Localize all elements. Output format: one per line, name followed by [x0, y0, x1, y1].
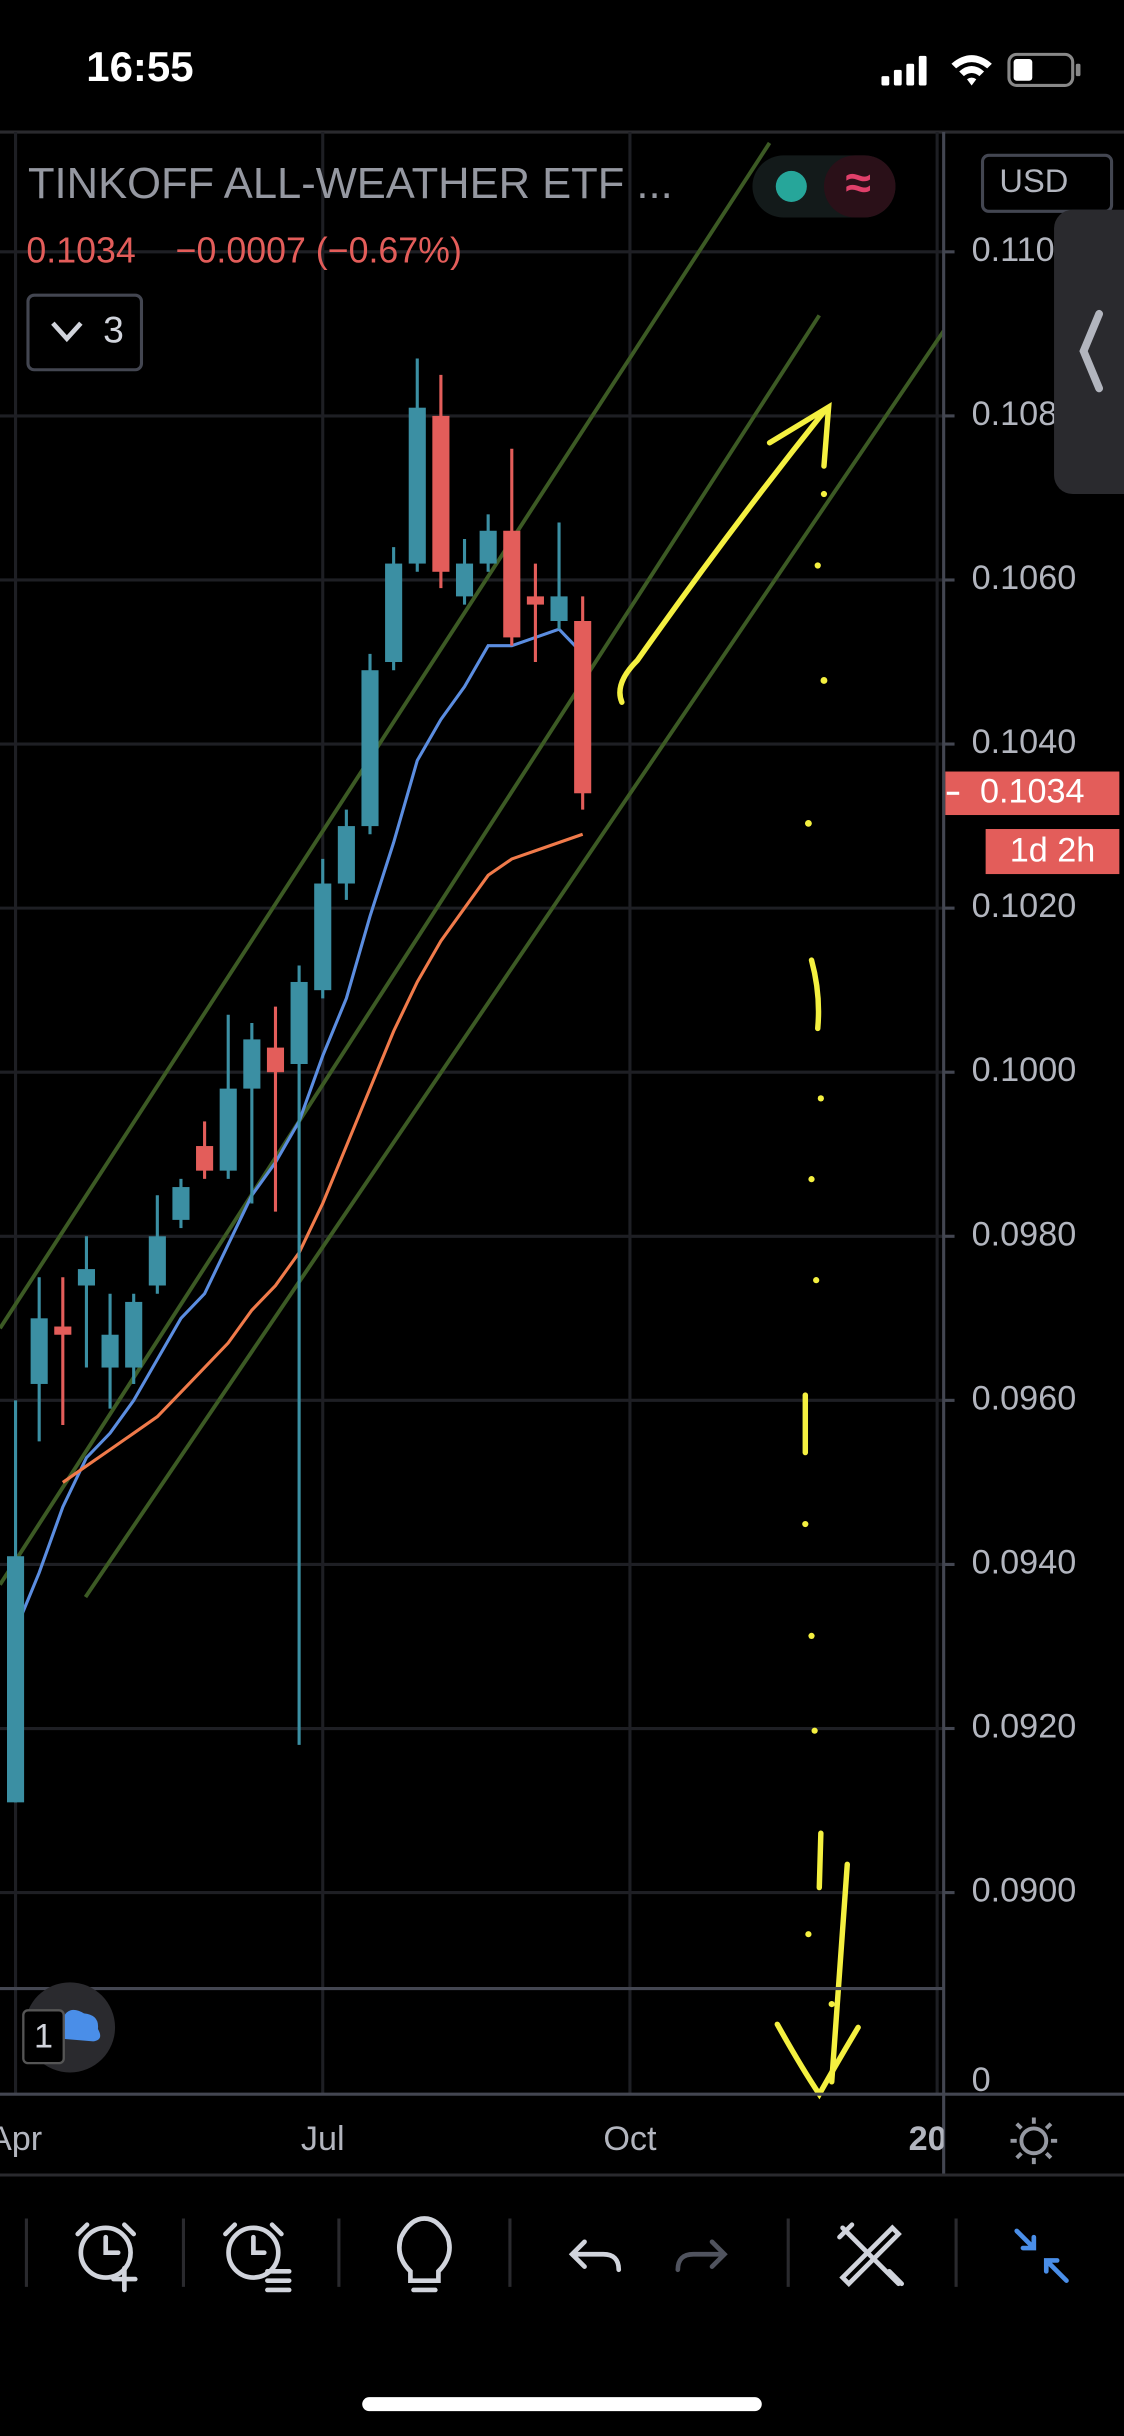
y-tick-label: 0.0940: [972, 1543, 1077, 1581]
candle-body: [408, 407, 426, 564]
price-tag-label: 0.1034: [980, 772, 1085, 810]
lower-y-tick-label: 0: [972, 2061, 991, 2099]
y-tick-label: 0.1060: [972, 559, 1077, 597]
alerts-list-button[interactable]: [223, 2222, 292, 2293]
candle-body: [6, 1556, 25, 1803]
countdown-box: [985, 829, 1120, 875]
y-tick-label: 0.1020: [972, 887, 1077, 925]
price-tag-box: [945, 771, 1120, 816]
ideas-button[interactable]: [397, 2216, 452, 2293]
parallel-channel: [0, 141, 944, 1599]
candle-body: [101, 1334, 119, 1368]
y-tick-label: 0.0960: [972, 1379, 1077, 1417]
candle-body: [455, 563, 474, 597]
pane-badge[interactable]: 1: [22, 1982, 116, 2073]
candle-body: [337, 826, 355, 884]
x-tick-label: 202: [909, 2120, 966, 2158]
y-tick-label: 0.0980: [972, 1215, 1077, 1253]
indicators-toggle[interactable]: 3: [26, 293, 144, 372]
x-tick-label: Apr: [0, 2120, 42, 2158]
candle-body: [125, 1301, 143, 1368]
price-change: −0.0007 (−0.67%): [176, 231, 462, 271]
candle-body: [290, 981, 308, 1065]
y-tick-label: 0.1040: [972, 723, 1077, 761]
drawing-tools-button[interactable]: [837, 2222, 905, 2288]
indicators-count: 3: [103, 308, 124, 350]
x-tick-label: Oct: [603, 2120, 657, 2158]
candle-body: [432, 415, 450, 572]
undo-button[interactable]: [568, 2239, 622, 2273]
pane-badge-label: 1: [34, 2017, 53, 2055]
candle-body: [503, 530, 521, 638]
candle-body: [243, 1039, 261, 1089]
x-axis: Apr Jul Oct 202: [0, 2120, 966, 2158]
candle-body: [361, 670, 379, 827]
currency: USD: [999, 162, 1068, 199]
last-price: 0.1034: [26, 231, 135, 271]
plot-area: [6, 358, 592, 1803]
add-alert-button[interactable]: [75, 2222, 138, 2293]
collapse-button[interactable]: [1014, 2228, 1069, 2283]
candle-body: [148, 1236, 166, 1286]
candle-body: [266, 1047, 285, 1073]
currency-button[interactable]: USD: [980, 153, 1114, 213]
candle-body: [385, 563, 403, 663]
candle-body: [574, 620, 592, 794]
hand-drawing: [617, 401, 861, 2100]
status-icons: [881, 52, 1081, 87]
toolbar-separators: [24, 2218, 958, 2287]
candle-body: [54, 1326, 72, 1335]
candle-body: [196, 1146, 214, 1171]
svg-text:≈: ≈: [845, 157, 871, 209]
x-tick-label: Jul: [301, 2120, 345, 2158]
countdown-label: 1d 2h: [1010, 831, 1096, 869]
candle-body: [30, 1318, 48, 1384]
candle-body: [172, 1187, 190, 1220]
y-tick-label: 0.0920: [972, 1708, 1077, 1746]
candle-body: [219, 1088, 237, 1171]
y-tick-label: 0.0900: [972, 1872, 1077, 1910]
redo-button[interactable]: [675, 2239, 728, 2273]
grid: [0, 132, 944, 2095]
symbol-title[interactable]: TINKOFF ALL-WEATHER ETF ...: [28, 160, 673, 208]
clock: 16:55: [86, 43, 193, 90]
candle-body: [526, 596, 544, 605]
side-tab[interactable]: [1054, 209, 1124, 495]
hand-dots: [802, 490, 835, 2008]
mode-toggle[interactable]: ≈: [752, 155, 896, 218]
candle-body: [77, 1269, 95, 1286]
home-indicator: [362, 2397, 762, 2412]
candle-body: [314, 883, 332, 991]
ma-line: [61, 832, 584, 1484]
settings-button[interactable]: [1010, 2117, 1058, 2165]
candle-body: [550, 596, 568, 621]
y-tick-label: 0.1000: [972, 1051, 1077, 1089]
candle-body: [479, 530, 497, 564]
